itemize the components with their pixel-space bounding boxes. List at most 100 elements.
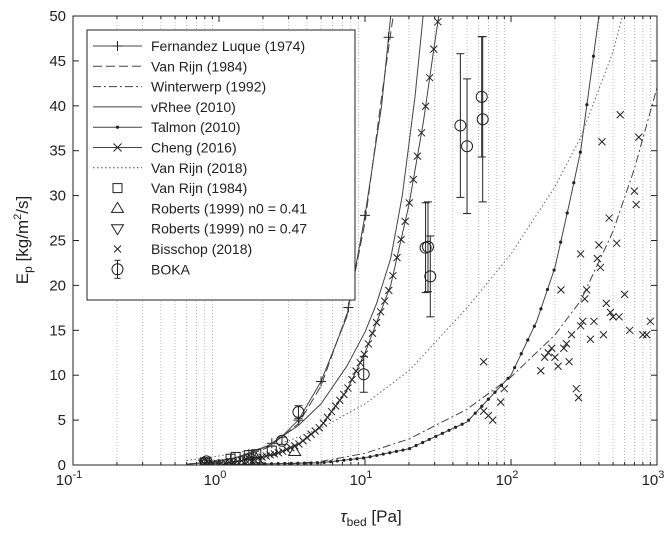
dot-marker bbox=[269, 462, 274, 465]
dot-marker bbox=[565, 211, 569, 215]
x-marker bbox=[580, 295, 589, 303]
dot-marker bbox=[414, 443, 418, 448]
triangle-down-marker bbox=[197, 459, 212, 465]
square-marker bbox=[251, 449, 262, 460]
x-tick-label: 101 bbox=[350, 469, 373, 489]
circle-marker bbox=[454, 119, 467, 132]
dot-marker bbox=[591, 54, 596, 58]
legend: Fernandez Luque (1974) Van Rijn (1984) Win… bbox=[86, 29, 356, 301]
x-marker bbox=[544, 348, 553, 357]
x-marker bbox=[496, 398, 505, 406]
x-marker bbox=[331, 402, 340, 410]
legend-label: Winterwerp (1992) bbox=[151, 79, 266, 95]
dot-marker bbox=[342, 458, 346, 462]
x-marker bbox=[335, 396, 344, 405]
dot-marker bbox=[427, 437, 431, 442]
legend-label: vRhee (2010) bbox=[151, 99, 236, 115]
dot-marker bbox=[407, 446, 412, 451]
x-marker bbox=[405, 199, 414, 207]
chart-series bbox=[186, 16, 657, 465]
x-marker bbox=[596, 263, 605, 272]
x-marker bbox=[605, 214, 613, 222]
dot-marker bbox=[552, 268, 556, 272]
triangle-down-marker bbox=[110, 224, 125, 236]
y-tick-label: 35 bbox=[49, 143, 66, 160]
dot-marker bbox=[453, 425, 458, 429]
x-marker bbox=[540, 353, 549, 362]
series-bisschop-2018- bbox=[479, 110, 655, 424]
triangle-up-marker bbox=[199, 456, 211, 465]
square-marker bbox=[230, 451, 241, 462]
legend-label: Fernandez Luque (1974) bbox=[151, 38, 305, 54]
dot-marker bbox=[513, 365, 517, 370]
y-tick-label: 20 bbox=[49, 277, 66, 294]
series-vrhee-2010- bbox=[186, 16, 424, 465]
x-marker bbox=[578, 317, 587, 326]
legend-item: Bisschop (2018) bbox=[113, 241, 252, 257]
series-line bbox=[288, 87, 657, 465]
dot-marker bbox=[506, 376, 510, 380]
dot-marker bbox=[115, 125, 120, 129]
square-marker bbox=[243, 450, 254, 461]
x-marker bbox=[348, 375, 356, 384]
triangle-up-marker bbox=[287, 444, 302, 457]
dot-marker bbox=[440, 431, 444, 435]
plus-marker bbox=[112, 41, 123, 51]
x-axis-label: τbed [Pa] bbox=[340, 507, 401, 529]
y-tick-label: 40 bbox=[49, 98, 66, 115]
series-van-rijn-1984- bbox=[186, 16, 394, 465]
x-marker bbox=[646, 317, 655, 326]
legend-item: Van Rijn (2018) bbox=[93, 160, 247, 176]
dot-marker bbox=[401, 448, 405, 452]
series-line bbox=[186, 16, 623, 461]
dot-marker bbox=[315, 461, 320, 465]
x-marker bbox=[590, 317, 598, 326]
x-marker bbox=[559, 344, 568, 353]
circle-marker bbox=[275, 434, 288, 447]
x-marker bbox=[413, 152, 422, 161]
dot-marker bbox=[421, 440, 425, 445]
dot-marker bbox=[545, 287, 550, 292]
x-marker bbox=[356, 358, 365, 367]
circle-marker bbox=[424, 270, 437, 283]
x-marker bbox=[500, 384, 509, 393]
legend-label: Roberts (1999) n0 = 0.41 bbox=[151, 200, 307, 216]
legend-item: Roberts (1999) n0 = 0.47 bbox=[110, 221, 307, 237]
x-marker bbox=[429, 45, 438, 53]
x-marker bbox=[565, 357, 573, 366]
legend-label: Roberts (1999) n0 = 0.47 bbox=[151, 221, 307, 237]
x-marker bbox=[417, 128, 426, 137]
x-marker bbox=[299, 436, 307, 445]
dot-marker bbox=[394, 449, 398, 454]
triangle-down-marker bbox=[249, 456, 264, 465]
legend-label: Bisschop (2018) bbox=[151, 241, 252, 257]
x-marker bbox=[401, 217, 410, 226]
dot-marker bbox=[539, 307, 543, 311]
y-tick-label: 25 bbox=[49, 233, 66, 250]
x-marker bbox=[303, 433, 311, 442]
legend-label: Van Rijn (2018) bbox=[151, 160, 247, 176]
dot-marker bbox=[486, 397, 490, 401]
dot-marker bbox=[302, 461, 307, 465]
x-marker bbox=[630, 187, 639, 195]
dot-marker bbox=[263, 462, 267, 465]
axis-tick-labels: 10-1 100 101 102 103 0 5 10 15 20 25 30 35 40 45 50 bbox=[49, 8, 664, 489]
dot-marker bbox=[585, 103, 589, 107]
dot-marker bbox=[381, 452, 385, 456]
x-marker bbox=[384, 286, 393, 295]
x-marker bbox=[409, 175, 418, 184]
dot-marker bbox=[368, 455, 372, 459]
dot-marker bbox=[532, 324, 536, 328]
legend-label: Talmon (2010) bbox=[151, 119, 241, 135]
series-line bbox=[186, 16, 394, 465]
x-marker bbox=[625, 326, 634, 335]
dot-marker bbox=[388, 451, 392, 455]
x-marker bbox=[574, 393, 583, 402]
x-marker bbox=[278, 447, 287, 456]
legend-label: Van Rijn (1984) bbox=[151, 180, 247, 196]
triangle-up-marker bbox=[110, 201, 125, 213]
x-marker bbox=[434, 17, 442, 26]
y-tick-label: 10 bbox=[49, 367, 66, 384]
x-marker bbox=[632, 200, 641, 209]
legend-item: Fernandez Luque (1974) bbox=[93, 38, 305, 54]
